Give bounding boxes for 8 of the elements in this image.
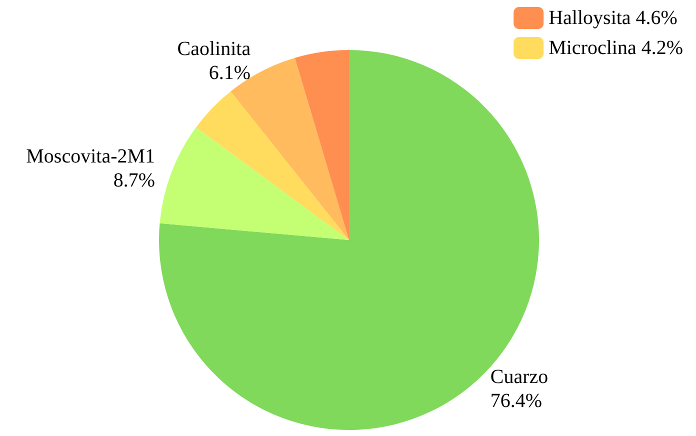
slice-label: Cuarzo bbox=[490, 366, 548, 388]
data-label: 6.1% bbox=[208, 62, 251, 84]
slice-label: Caolinita bbox=[177, 38, 251, 60]
data-label: 76.4% bbox=[490, 390, 542, 412]
legend-label: Halloysita 4.6% bbox=[548, 7, 678, 29]
slice-label: Moscovita-2M1 bbox=[26, 146, 156, 168]
legend-label: Microclina 4.2% bbox=[548, 37, 683, 59]
data-label: 8.7% bbox=[113, 170, 156, 192]
